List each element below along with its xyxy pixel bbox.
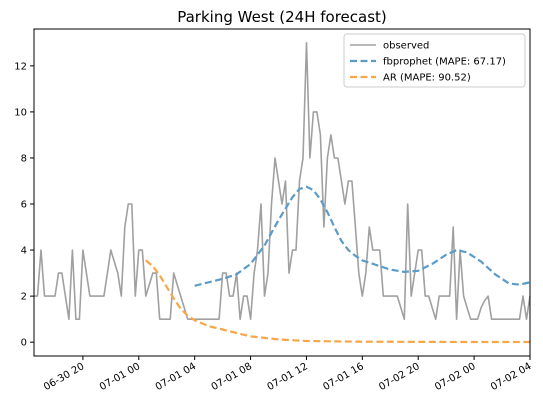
x-tick-label: 07-01 16 xyxy=(321,361,365,393)
x-tick-label: 07-01 08 xyxy=(210,361,254,393)
y-tick-label: 4 xyxy=(21,246,27,257)
x-tick-label: 07-02 00 xyxy=(433,361,477,393)
y-tick-label: 2 xyxy=(21,292,27,303)
series-line-ar xyxy=(145,259,530,344)
legend-box xyxy=(343,33,526,88)
plot-frame xyxy=(33,28,531,357)
x-tick-label: 07-02 04 xyxy=(489,361,533,393)
legend: observed fbprophet (MAPE: 67.17) AR (MAPE:… xyxy=(343,33,526,88)
legend-label: observed xyxy=(383,41,429,52)
series-layer xyxy=(34,42,531,344)
x-tick-label: 07-01 00 xyxy=(98,361,142,393)
series-line-fbprophet xyxy=(194,185,531,287)
x-tick-label: 07-01 04 xyxy=(154,361,198,393)
x-tick-label: 07-02 20 xyxy=(377,361,421,393)
x-axis: 06-30 20 07-01 00 07-01 04 07-01 08 07-01 12… xyxy=(42,356,534,393)
x-tick-label: 07-01 12 xyxy=(266,361,310,393)
y-tick-label: 12 xyxy=(14,61,27,72)
chart-title: Parking West (24H forecast) xyxy=(177,8,387,26)
x-tick-label: 06-30 20 xyxy=(42,361,86,393)
y-axis: 0 2 4 6 8 10 12 xyxy=(14,61,34,349)
y-tick-label: 10 xyxy=(14,107,27,118)
y-tick-label: 8 xyxy=(21,153,27,164)
y-tick-label: 0 xyxy=(21,338,27,349)
legend-label: fbprophet (MAPE: 67.17) xyxy=(383,57,506,68)
series-line-observed xyxy=(34,42,531,320)
y-tick-label: 6 xyxy=(21,200,27,211)
legend-label: AR (MAPE: 90.52) xyxy=(383,73,471,84)
